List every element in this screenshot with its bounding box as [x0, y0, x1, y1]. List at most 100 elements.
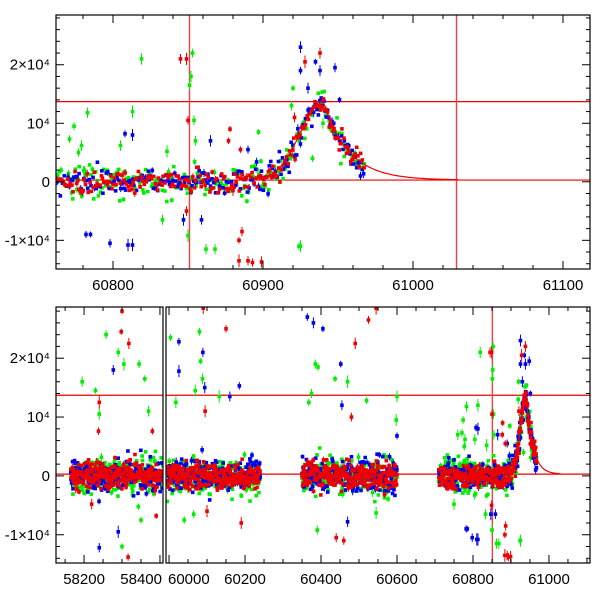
data-point-green [203, 192, 207, 197]
data-point-blue [286, 164, 290, 169]
data-point-blue [359, 488, 363, 493]
data-point-red [252, 473, 257, 478]
data-point-red [451, 480, 456, 485]
data-point-blue [208, 184, 213, 188]
data-point-blue [319, 96, 324, 100]
data-point-red [463, 471, 468, 476]
data-point-red [322, 465, 326, 470]
data-point-red [177, 464, 181, 469]
data-point-red [316, 469, 320, 473]
data-point-red [284, 155, 289, 159]
data-point-red [228, 127, 232, 131]
data-point-red [125, 468, 130, 472]
data-point-blue [233, 183, 238, 188]
data-point-blue [337, 98, 342, 102]
data-point-red [441, 474, 446, 478]
data-point-red [201, 178, 206, 182]
data-point-red [91, 185, 96, 190]
data-point-green [130, 109, 135, 114]
data-point-blue [246, 147, 250, 152]
data-point-red [238, 147, 243, 152]
data-point-red [369, 482, 374, 487]
data-point-blue [182, 463, 186, 468]
data-point-blue [518, 436, 523, 440]
data-point-red [243, 475, 248, 479]
data-point-blue [58, 194, 63, 198]
data-point-red [263, 182, 267, 187]
data-point-red [107, 180, 111, 184]
data-point-red [252, 181, 256, 185]
data-point-green [87, 163, 92, 167]
data-point-red [256, 465, 261, 469]
data-point-green [328, 453, 332, 458]
data-point-blue [306, 86, 310, 90]
data-point-green [197, 177, 202, 181]
data-point-green [460, 491, 465, 495]
data-point-red [255, 185, 260, 189]
data-point-green [528, 455, 533, 460]
data-point-red [148, 472, 153, 476]
data-point-red [497, 485, 502, 489]
data-point-green [384, 454, 388, 459]
data-point-green [67, 137, 72, 141]
data-point-red [337, 473, 341, 477]
data-point-red [219, 471, 224, 475]
data-point-red [237, 189, 242, 193]
data-point-green [142, 191, 146, 195]
data-point-red [201, 459, 206, 464]
data-point-red [215, 191, 220, 195]
data-point-red [442, 470, 446, 475]
data-point-blue [386, 489, 391, 493]
data-point-red [459, 471, 464, 475]
data-point-blue [172, 171, 177, 176]
data-point-blue [132, 469, 137, 474]
data-point-red [225, 466, 230, 471]
data-point-green [189, 74, 193, 79]
data-point-green [143, 450, 148, 454]
data-point-red [197, 480, 202, 485]
data-point-red [232, 463, 237, 467]
data-point-green [216, 181, 220, 186]
data-point-red [214, 474, 219, 479]
data-point-red [204, 172, 209, 177]
data-point-blue [117, 178, 121, 183]
data-point-blue [222, 191, 227, 195]
data-point-green [486, 492, 490, 497]
data-point-red [202, 476, 207, 480]
data-point-blue [462, 468, 466, 473]
data-point-red [345, 472, 350, 476]
data-point-red [250, 260, 255, 265]
data-point-blue [85, 465, 90, 470]
data-point-red [136, 169, 141, 174]
data-point-green [116, 167, 121, 172]
data-point-green [340, 131, 344, 136]
data-point-blue [205, 181, 209, 185]
data-point-green [491, 453, 496, 458]
data-point-red [140, 179, 145, 183]
data-point-green [463, 437, 467, 442]
data-point-blue [471, 483, 476, 487]
data-point-red [506, 464, 511, 469]
data-point-blue [190, 183, 194, 188]
data-point-red [206, 482, 211, 487]
data-point-red [110, 477, 115, 481]
data-point-red [462, 475, 466, 480]
data-point-green [302, 488, 306, 493]
data-point-red [94, 184, 98, 188]
data-point-red [489, 478, 494, 483]
data-point-green [356, 455, 361, 459]
data-point-green [59, 168, 63, 172]
data-point-green [217, 459, 222, 464]
data-point-red [311, 489, 316, 494]
data-point-red [323, 463, 328, 468]
data-point-red [150, 465, 154, 470]
data-point-blue [184, 462, 189, 466]
data-point-green [447, 478, 451, 482]
data-point-green [197, 491, 201, 496]
data-point-red [85, 171, 90, 176]
data-point-green [70, 197, 75, 201]
data-point-blue [190, 490, 195, 495]
data-point-green [326, 488, 330, 492]
data-point-red [470, 481, 475, 485]
data-point-red [204, 471, 209, 475]
